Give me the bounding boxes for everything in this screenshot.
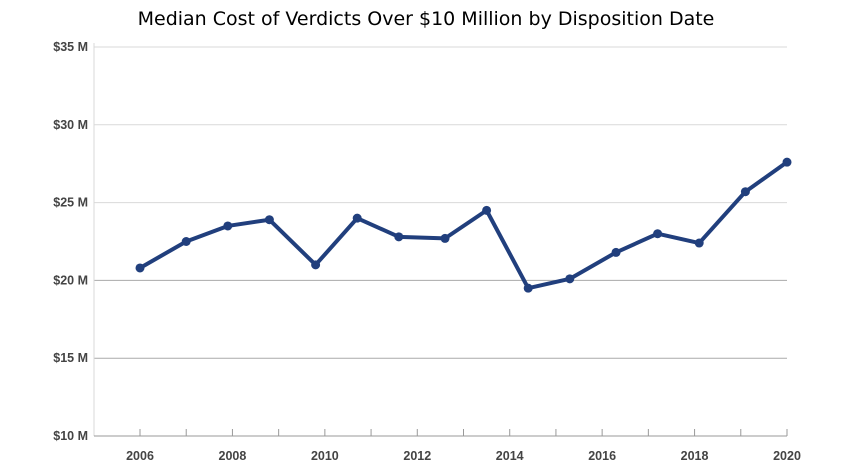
grid-lines <box>94 46 787 359</box>
data-point <box>740 187 750 197</box>
y-axis: $10 M $15 M $20 M $25 M $30 M $35 M <box>53 40 95 443</box>
data-point <box>523 283 533 293</box>
x-tick-label: 2020 <box>773 449 801 463</box>
data-point <box>223 221 233 231</box>
data-point <box>394 232 404 242</box>
y-tick-label: $35 M <box>53 40 88 54</box>
data-point <box>352 213 362 223</box>
x-tick-label: 2006 <box>126 449 154 463</box>
x-tick-label: 2018 <box>681 449 709 463</box>
data-point <box>782 157 792 167</box>
x-tick-label: 2016 <box>588 449 616 463</box>
data-point <box>565 274 575 284</box>
y-tick-label: $30 M <box>53 118 88 132</box>
data-point <box>264 215 274 225</box>
series-group <box>135 157 792 293</box>
y-tick-label: $10 M <box>53 429 88 443</box>
y-tick-label: $15 M <box>53 351 88 365</box>
x-axis: 2006 2008 2010 2012 2014 2016 2018 2020 <box>94 429 801 463</box>
data-point <box>482 205 492 215</box>
data-point <box>311 260 321 270</box>
y-tick-label: $20 M <box>53 273 88 287</box>
data-point <box>611 247 621 257</box>
x-tick-label: 2010 <box>311 449 339 463</box>
x-tick-label: 2008 <box>219 449 247 463</box>
x-tick-label: 2014 <box>496 449 524 463</box>
data-point <box>440 233 450 243</box>
data-point <box>653 229 663 239</box>
data-point <box>181 237 191 246</box>
y-tick-label: $25 M <box>53 196 88 210</box>
chart-title: Median Cost of Verdicts Over $10 Million… <box>137 8 715 30</box>
data-point <box>135 263 145 273</box>
series-line <box>138 160 789 291</box>
data-point <box>694 238 704 248</box>
x-tick-label: 2012 <box>403 449 431 463</box>
